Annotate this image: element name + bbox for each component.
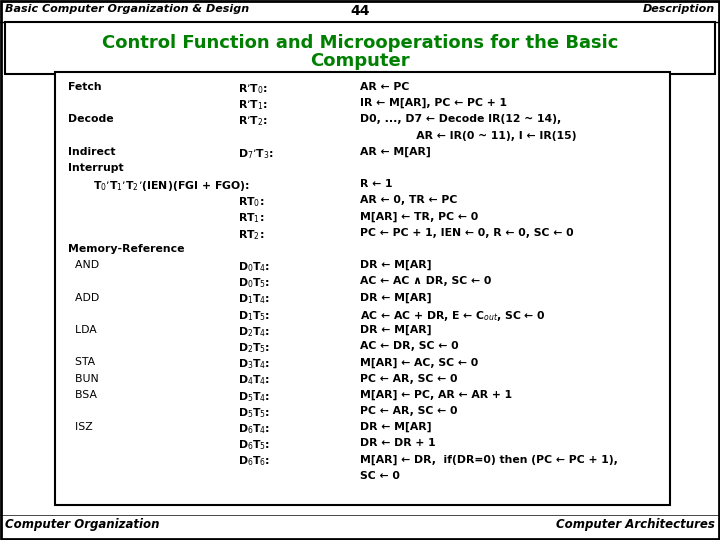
Text: D$_3$T$_4$:: D$_3$T$_4$: bbox=[238, 357, 270, 371]
Text: Computer Architectures: Computer Architectures bbox=[556, 518, 715, 531]
Text: D0, ..., D7 ← Decode IR(12 ~ 14),: D0, ..., D7 ← Decode IR(12 ~ 14), bbox=[360, 114, 562, 124]
Text: SC ← 0: SC ← 0 bbox=[360, 471, 400, 481]
Text: Memory-Reference: Memory-Reference bbox=[68, 244, 184, 254]
Text: BUN: BUN bbox=[68, 374, 99, 383]
Text: Fetch: Fetch bbox=[68, 82, 102, 92]
Text: T$_0$’T$_1$’T$_2$’(IEN)(FGI + FGO):: T$_0$’T$_1$’T$_2$’(IEN)(FGI + FGO): bbox=[78, 179, 250, 193]
Text: AC ← DR, SC ← 0: AC ← DR, SC ← 0 bbox=[360, 341, 459, 351]
Text: D$_6$T$_4$:: D$_6$T$_4$: bbox=[238, 422, 270, 436]
Text: 44: 44 bbox=[350, 4, 370, 18]
Text: D$_5$T$_5$:: D$_5$T$_5$: bbox=[238, 406, 270, 420]
Text: STA: STA bbox=[68, 357, 95, 367]
Text: AR ← IR(0 ~ 11), I ← IR(15): AR ← IR(0 ~ 11), I ← IR(15) bbox=[360, 131, 577, 140]
Text: D$_1$T$_5$:: D$_1$T$_5$: bbox=[238, 309, 270, 322]
Text: D$_7$’T$_3$:: D$_7$’T$_3$: bbox=[238, 147, 274, 160]
Text: Decode: Decode bbox=[68, 114, 114, 124]
Text: DR ← M[AR]: DR ← M[AR] bbox=[360, 325, 431, 335]
Text: ADD: ADD bbox=[68, 293, 99, 302]
Text: AR ← M[AR]: AR ← M[AR] bbox=[360, 147, 431, 157]
Text: PC ← AR, SC ← 0: PC ← AR, SC ← 0 bbox=[360, 406, 457, 416]
Text: Interrupt: Interrupt bbox=[68, 163, 124, 173]
Text: RT$_2$:: RT$_2$: bbox=[238, 228, 264, 241]
Text: D$_1$T$_4$:: D$_1$T$_4$: bbox=[238, 293, 270, 306]
Text: ISZ: ISZ bbox=[68, 422, 93, 432]
Text: AND: AND bbox=[68, 260, 99, 270]
Text: Indirect: Indirect bbox=[68, 147, 115, 157]
Text: BSA: BSA bbox=[68, 390, 97, 400]
Bar bbox=[5, 22, 715, 74]
Text: AC ← AC ∧ DR, SC ← 0: AC ← AC ∧ DR, SC ← 0 bbox=[360, 276, 491, 286]
Bar bbox=[55, 72, 670, 505]
Text: RT$_0$:: RT$_0$: bbox=[238, 195, 264, 209]
Text: R’T$_1$:: R’T$_1$: bbox=[238, 98, 268, 112]
Text: Computer Organization: Computer Organization bbox=[5, 518, 160, 531]
Text: Computer: Computer bbox=[310, 52, 410, 70]
Text: IR ← M[AR], PC ← PC + 1: IR ← M[AR], PC ← PC + 1 bbox=[360, 98, 507, 109]
Text: D$_2$T$_5$:: D$_2$T$_5$: bbox=[238, 341, 270, 355]
Text: LDA: LDA bbox=[68, 325, 96, 335]
Text: Description: Description bbox=[643, 4, 715, 14]
Text: Control Function and Microoperations for the Basic: Control Function and Microoperations for… bbox=[102, 34, 618, 52]
Text: D$_5$T$_4$:: D$_5$T$_4$: bbox=[238, 390, 270, 403]
Text: R’T$_2$:: R’T$_2$: bbox=[238, 114, 268, 128]
Text: D$_0$T$_5$:: D$_0$T$_5$: bbox=[238, 276, 270, 290]
Text: Basic Computer Organization & Design: Basic Computer Organization & Design bbox=[5, 4, 249, 14]
Text: AR ← 0, TR ← PC: AR ← 0, TR ← PC bbox=[360, 195, 457, 205]
Text: AR ← PC: AR ← PC bbox=[360, 82, 410, 92]
Text: D$_0$T$_4$:: D$_0$T$_4$: bbox=[238, 260, 270, 274]
Text: M[AR] ← PC, AR ← AR + 1: M[AR] ← PC, AR ← AR + 1 bbox=[360, 390, 512, 400]
Text: AC ← AC + DR, E ← C$_{out}$, SC ← 0: AC ← AC + DR, E ← C$_{out}$, SC ← 0 bbox=[360, 309, 546, 323]
Text: DR ← M[AR]: DR ← M[AR] bbox=[360, 260, 431, 271]
Text: M[AR] ← AC, SC ← 0: M[AR] ← AC, SC ← 0 bbox=[360, 357, 478, 368]
Text: R’T$_0$:: R’T$_0$: bbox=[238, 82, 268, 96]
Text: M[AR] ← TR, PC ← 0: M[AR] ← TR, PC ← 0 bbox=[360, 212, 478, 222]
Text: PC ← AR, SC ← 0: PC ← AR, SC ← 0 bbox=[360, 374, 457, 383]
Text: PC ← PC + 1, IEN ← 0, R ← 0, SC ← 0: PC ← PC + 1, IEN ← 0, R ← 0, SC ← 0 bbox=[360, 228, 574, 238]
Text: R ← 1: R ← 1 bbox=[360, 179, 392, 189]
Text: D$_6$T$_5$:: D$_6$T$_5$: bbox=[238, 438, 270, 452]
Text: D$_2$T$_4$:: D$_2$T$_4$: bbox=[238, 325, 270, 339]
Text: D$_6$T$_6$:: D$_6$T$_6$: bbox=[238, 455, 270, 468]
Text: RT$_1$:: RT$_1$: bbox=[238, 212, 264, 225]
Text: D$_4$T$_4$:: D$_4$T$_4$: bbox=[238, 374, 270, 387]
Text: DR ← DR + 1: DR ← DR + 1 bbox=[360, 438, 436, 448]
Text: M[AR] ← DR,  if(DR=0) then (PC ← PC + 1),: M[AR] ← DR, if(DR=0) then (PC ← PC + 1), bbox=[360, 455, 618, 465]
Text: DR ← M[AR]: DR ← M[AR] bbox=[360, 422, 431, 433]
Text: DR ← M[AR]: DR ← M[AR] bbox=[360, 293, 431, 303]
